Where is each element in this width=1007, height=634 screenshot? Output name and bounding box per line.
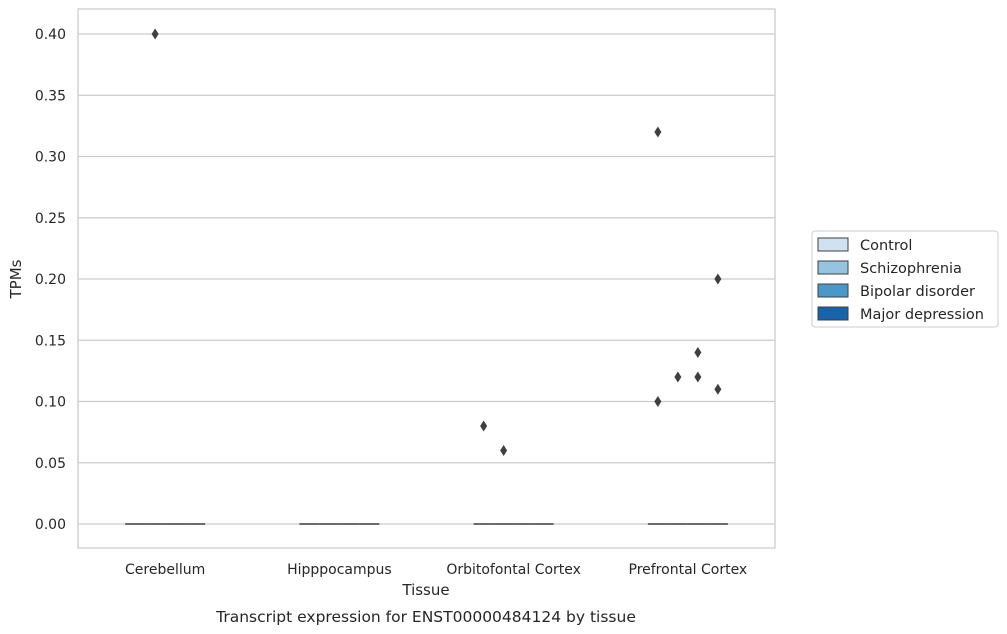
plot-frame <box>77 8 776 549</box>
outlier-point <box>151 28 159 40</box>
x-tick-label: Cerebellum <box>125 562 205 578</box>
gridlines <box>78 33 775 525</box>
x-tick-label: Prefrontal Cortex <box>629 562 748 578</box>
y-tick-label: 0.25 <box>35 211 66 227</box>
outlier-point <box>480 420 488 432</box>
outlier-point <box>694 347 702 358</box>
y-tick-label: 0.15 <box>35 333 66 349</box>
outlier-layer <box>151 28 722 456</box>
outlier-point <box>694 371 702 383</box>
y-tick-label: 0.40 <box>35 27 66 43</box>
legend-frame <box>811 230 999 328</box>
legend-label: Bipolar disorder <box>860 284 975 300</box>
outlier-point <box>654 396 662 407</box>
legend-swatch <box>817 283 849 298</box>
outlier-point <box>714 383 722 395</box>
y-axis-title: TPMs <box>7 259 25 299</box>
legend-swatch <box>817 260 849 275</box>
chart-caption: Transcript expression for ENST0000048412… <box>215 608 636 626</box>
x-axis-title: Tissue <box>401 581 449 599</box>
legend: Control Schizophrenia Bipolar disorder Majo… <box>811 230 999 328</box>
legend-label: Control <box>860 238 912 254</box>
y-tick-label: 0.30 <box>35 150 66 166</box>
legend-label: Major depression <box>860 307 984 323</box>
legend-swatch <box>817 237 849 252</box>
y-tick-label: 0.05 <box>35 456 66 472</box>
outlier-point <box>714 273 722 285</box>
legend-label: Schizophrenia <box>860 261 962 277</box>
y-tick-label: 0.35 <box>35 88 66 104</box>
x-axis-ticks: Cerebellum Hipppocampus Orbitofontal Corte… <box>125 562 747 578</box>
legend-swatch <box>817 306 849 321</box>
x-tick-label: Orbitofontal Cortex <box>446 562 581 578</box>
x-tick-label: Hipppocampus <box>287 562 392 578</box>
outlier-point <box>674 371 682 383</box>
y-tick-label: 0.10 <box>35 395 66 411</box>
outlier-point <box>654 126 662 138</box>
outlier-point <box>500 445 508 456</box>
y-tick-label: 0.20 <box>35 272 66 288</box>
y-axis-ticks: 0.00 0.05 0.10 0.15 0.20 0.25 0.30 0.35 0.40 <box>35 27 66 533</box>
y-tick-label: 0.00 <box>35 517 66 533</box>
